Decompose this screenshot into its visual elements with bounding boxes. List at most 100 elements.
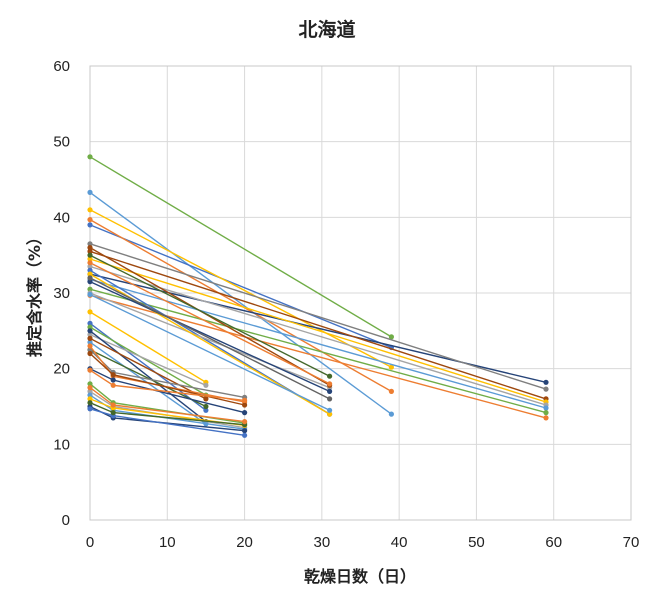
series-line (89, 333, 207, 386)
data-point (87, 260, 93, 266)
series (87, 332, 209, 388)
data-point (87, 241, 93, 247)
data-point (242, 419, 248, 425)
data-point (543, 410, 549, 416)
series (87, 385, 248, 425)
data-point (87, 286, 93, 292)
data-point (87, 396, 93, 402)
data-point (87, 335, 93, 341)
data-point (87, 339, 93, 345)
x-tick-label: 40 (391, 534, 408, 551)
data-point (203, 382, 209, 388)
series-line (89, 330, 207, 423)
series-line (89, 209, 392, 368)
data-point (87, 154, 93, 160)
series-line (89, 349, 207, 408)
data-point (87, 271, 93, 277)
data-point (242, 432, 248, 438)
data-point (388, 388, 394, 394)
data-point (87, 320, 93, 326)
data-point (87, 388, 93, 394)
series-line (89, 292, 330, 389)
data-point (87, 291, 93, 298)
data-point (87, 385, 93, 391)
data-point (327, 381, 333, 387)
series (87, 367, 248, 403)
series (87, 335, 209, 402)
data-point (87, 332, 93, 338)
x-tick-label: 10 (159, 534, 176, 551)
series (87, 154, 394, 340)
y-tick-label: 0 (62, 512, 70, 529)
data-point (203, 407, 209, 413)
data-point (388, 364, 394, 370)
series-line (89, 326, 207, 396)
series-line (89, 254, 330, 377)
data-point (203, 403, 209, 410)
y-tick-label: 40 (53, 209, 70, 226)
data-point (87, 350, 93, 357)
data-point (242, 428, 248, 434)
y-tick-label: 50 (53, 134, 70, 151)
data-point (87, 279, 93, 285)
data-point (87, 252, 93, 258)
data-point (543, 386, 549, 392)
series (87, 189, 394, 417)
series-line (89, 224, 392, 349)
x-tick-label: 50 (468, 534, 485, 551)
data-point (110, 410, 116, 416)
data-point (327, 388, 333, 394)
series-line (89, 265, 547, 406)
data-point (87, 406, 93, 412)
data-point (543, 379, 549, 385)
series-line (89, 191, 392, 415)
series (87, 252, 333, 379)
data-point (203, 396, 209, 402)
data-point (110, 377, 116, 383)
data-point (87, 207, 93, 213)
x-axis-label: 乾燥日数（日） (304, 567, 416, 586)
data-point (87, 324, 93, 330)
data-point (87, 217, 93, 223)
series-line (89, 277, 330, 400)
series-line (89, 243, 547, 390)
series-line (89, 293, 330, 411)
series-group (87, 154, 549, 438)
series-line (89, 288, 547, 414)
x-tick-label: 60 (545, 534, 562, 551)
data-point (87, 343, 93, 349)
x-tick-label: 0 (86, 534, 94, 551)
data-point (110, 382, 116, 388)
series (87, 275, 333, 402)
series-line (89, 337, 207, 400)
series (87, 406, 248, 438)
data-point (87, 263, 93, 270)
series (87, 286, 549, 416)
y-tick-label: 60 (53, 58, 70, 75)
data-point (87, 248, 93, 254)
data-point (388, 411, 394, 417)
data-point (242, 410, 248, 416)
data-point (87, 381, 93, 387)
data-point (87, 222, 93, 228)
series (87, 291, 333, 413)
data-point (242, 397, 248, 403)
series-line (89, 278, 547, 409)
series-line (89, 311, 207, 383)
series (87, 207, 394, 370)
data-point (388, 334, 394, 340)
data-point (110, 372, 116, 378)
data-point (87, 275, 93, 281)
series-line (89, 280, 330, 393)
tick-labels: 0 10 20 30 40 50 60 70 0 10 20 30 40 50 60 (53, 58, 639, 551)
data-point (87, 328, 93, 334)
series (87, 279, 333, 394)
data-point (87, 189, 93, 195)
data-point (87, 400, 93, 406)
x-tick-label: 70 (623, 534, 640, 551)
series (87, 241, 549, 392)
data-point (327, 373, 333, 379)
data-point (87, 245, 93, 251)
